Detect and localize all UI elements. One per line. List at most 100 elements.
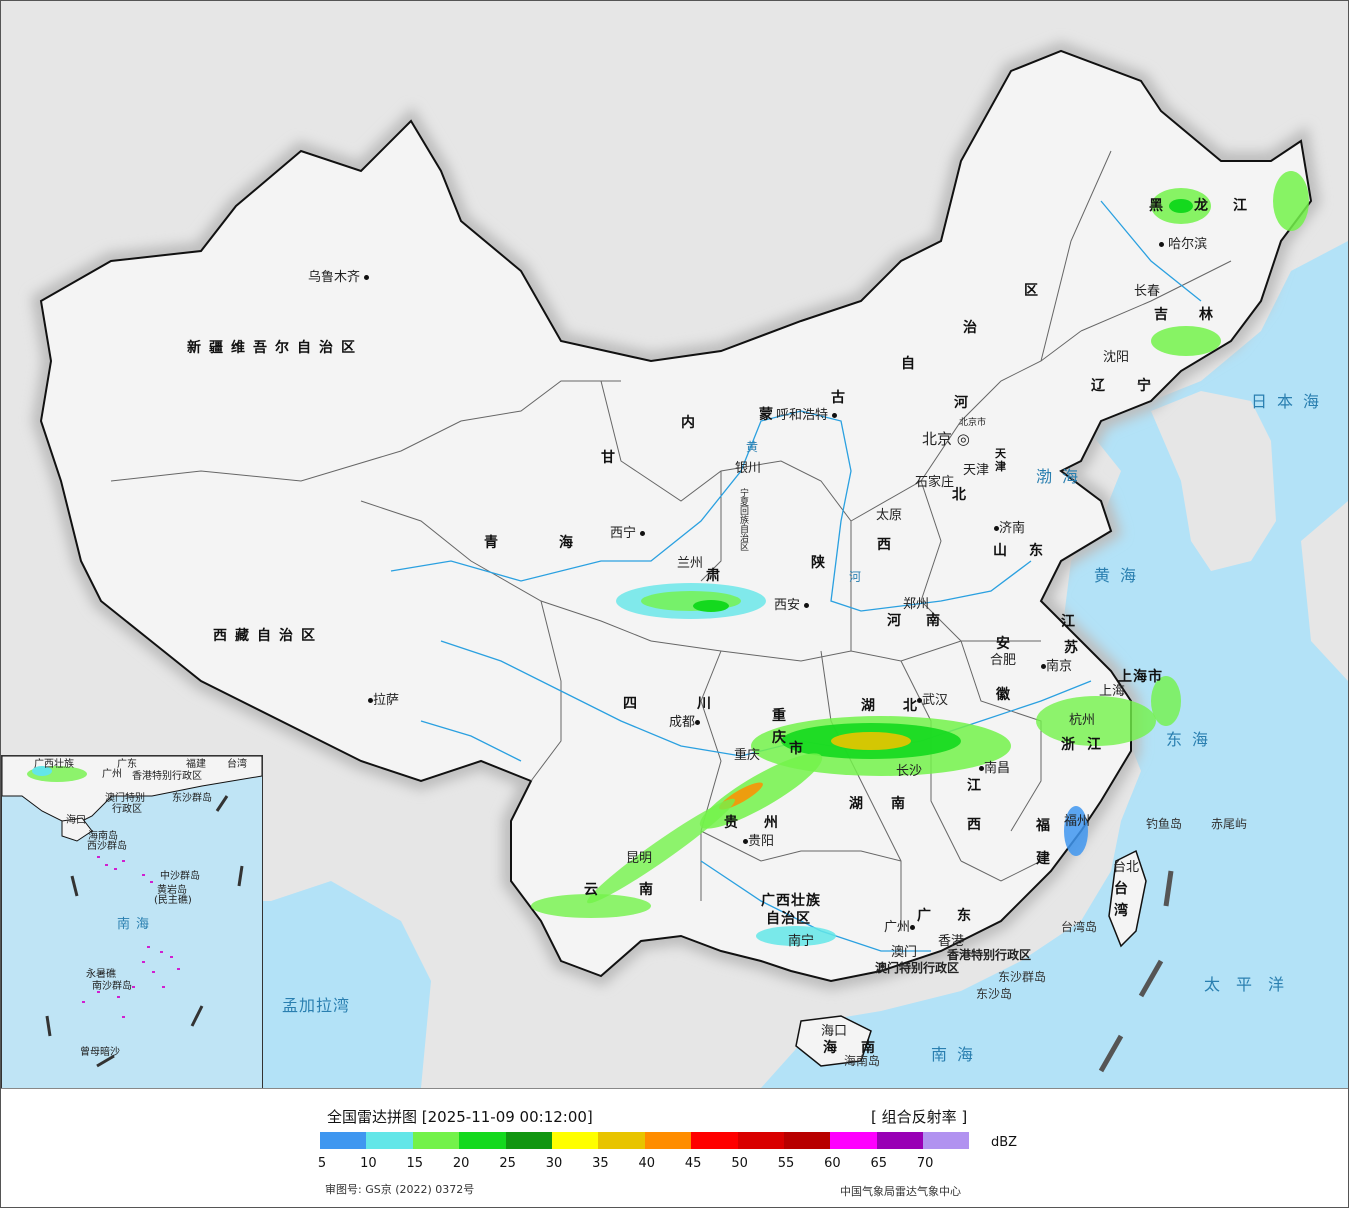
city-label[interactable]: 昆明 <box>626 851 653 866</box>
color-scale-tick: 50 <box>731 1156 748 1171</box>
inset-label: 行政区 <box>112 804 142 815</box>
city-marker-icon <box>994 526 999 531</box>
city-label[interactable]: 广州 <box>884 921 916 934</box>
inset-sea-label: 南海 <box>117 917 156 932</box>
city-label[interactable]: 呼和浩特 <box>776 409 838 422</box>
city-label[interactable]: 济南 <box>994 522 1025 535</box>
radar-echoes <box>531 171 1309 946</box>
province-label: 庆 <box>772 730 787 746</box>
city-marker-icon <box>910 925 916 930</box>
inset-echoes <box>27 766 87 782</box>
city-label[interactable]: 哈尔滨 <box>1159 238 1207 251</box>
map-approval-number: 审图号: GS京 (2022) 0372号 <box>325 1183 475 1196</box>
city-label[interactable]: 郑州 <box>903 597 930 612</box>
color-swatch <box>830 1132 877 1149</box>
city-label[interactable]: 重庆 <box>734 748 761 763</box>
province-label: 河 <box>954 395 976 411</box>
city-label[interactable]: 西宁 <box>610 527 646 540</box>
color-scale-tick: 15 <box>406 1156 424 1171</box>
river-label: 河 <box>849 570 862 584</box>
province-label: 黑 <box>1149 198 1171 214</box>
province-label: 贵 <box>724 815 746 831</box>
province-label: 西 <box>967 817 989 833</box>
color-swatch <box>598 1132 645 1149</box>
city-label[interactable]: 南昌 <box>979 762 1010 775</box>
province-label: 浙 <box>1061 737 1083 753</box>
city-label[interactable]: 太原 <box>876 508 903 523</box>
city-label[interactable]: 上海 <box>1099 684 1126 699</box>
city-label[interactable]: 成都 <box>669 716 701 729</box>
inset-label: 广西壮族 <box>34 759 74 770</box>
color-swatch <box>320 1132 367 1149</box>
province-label: 建 <box>1036 851 1058 867</box>
color-swatch <box>691 1132 738 1149</box>
color-scale-bar <box>320 1132 970 1149</box>
city-label[interactable]: 南宁 <box>788 934 815 949</box>
sar-label: 香港特别行政区 <box>947 948 1032 962</box>
south-china-sea-inset[interactable]: 广西壮族 广州 广东 福建 台湾 香港特别行政区 澳门特别 行政区 东沙群岛 海… <box>1 755 263 1088</box>
province-label: 新疆维吾尔自治区 <box>187 340 363 356</box>
province-label: 津 <box>995 460 1014 473</box>
inset-label: (民主礁) <box>154 895 192 906</box>
province-label: 肃 <box>706 568 728 584</box>
inset-label: 中沙群岛 <box>160 871 200 882</box>
city-label[interactable]: 石家庄 <box>915 475 955 490</box>
city-label[interactable]: 乌鲁木齐 <box>308 271 370 284</box>
province-label: 东 <box>957 908 979 924</box>
province-label: 徽 <box>996 687 1018 703</box>
city-label[interactable]: 杭州 <box>1069 713 1096 728</box>
city-label[interactable]: 合肥 <box>990 653 1017 668</box>
city-marker-icon <box>743 839 748 844</box>
province-label: 上海市 <box>1118 669 1163 685</box>
province-label: 蒙 <box>759 407 781 423</box>
city-marker-icon <box>804 603 810 608</box>
color-swatch <box>366 1132 413 1149</box>
province-label: 辽 <box>1091 378 1113 394</box>
city-label[interactable]: 拉萨 <box>368 694 399 707</box>
province-label: 自 <box>901 356 923 372</box>
river-label: 黄 <box>746 440 759 454</box>
inset-label: 黄岩岛 <box>157 885 187 896</box>
color-swatch <box>923 1132 970 1149</box>
city-label[interactable]: 沈阳 <box>1103 350 1130 365</box>
city-marker-icon <box>832 413 838 418</box>
city-label[interactable]: 北京 ◎ <box>922 430 970 448</box>
color-scale-tick: 30 <box>545 1156 563 1171</box>
color-scale-tick: 10 <box>360 1156 377 1171</box>
city-label[interactable]: 海口 <box>821 1024 848 1039</box>
province-label: 南 <box>926 613 948 629</box>
inset-label: 曾母暗沙 <box>80 1047 120 1058</box>
city-label[interactable]: 台北 <box>1113 860 1140 875</box>
city-label[interactable]: 澳门 <box>891 945 918 960</box>
radar-mosaic-map[interactable]: 新疆维吾尔自治区 西藏自治区 青 海 甘 肃 内 蒙 古 自 治 区 黑 龙 江… <box>1 1 1348 1089</box>
city-label[interactable]: 长春 <box>1134 284 1161 299</box>
color-swatch <box>459 1132 506 1149</box>
city-label[interactable]: 南京 <box>1041 660 1072 673</box>
inset-label: 澳门特别 <box>105 793 145 804</box>
inset-label: 海口 <box>66 815 86 826</box>
city-label[interactable]: 香港 <box>938 934 965 949</box>
province-label: 治 <box>963 320 985 336</box>
province-label: 甘 <box>601 450 623 466</box>
province-label: 江 <box>967 778 989 794</box>
province-label: 南 <box>891 796 913 812</box>
inset-label: 广州 <box>102 769 122 780</box>
city-label[interactable]: 西安 <box>774 599 810 612</box>
province-label: 龙 <box>1194 198 1216 214</box>
island-label: 赤尾屿 <box>1211 817 1248 831</box>
color-scale-tick: 40 <box>638 1156 656 1171</box>
province-label: 北 <box>952 487 974 503</box>
city-label[interactable]: 北京市 <box>959 418 987 428</box>
city-label[interactable]: 贵阳 <box>743 835 774 848</box>
city-label[interactable]: 福州 <box>1064 814 1091 829</box>
city-marker-icon <box>917 698 922 703</box>
city-label[interactable]: 武汉 <box>917 694 948 707</box>
city-marker-icon <box>364 275 370 280</box>
province-label: 林 <box>1199 307 1221 323</box>
city-label[interactable]: 长沙 <box>896 764 923 779</box>
city-label[interactable]: 兰州 <box>677 556 704 571</box>
city-label[interactable]: 天津 <box>963 463 990 478</box>
agency-credit: 中国气象局雷达气象中心 <box>840 1185 961 1198</box>
city-label[interactable]: 银川 <box>735 461 762 476</box>
inset-label: 广东 <box>117 759 137 770</box>
